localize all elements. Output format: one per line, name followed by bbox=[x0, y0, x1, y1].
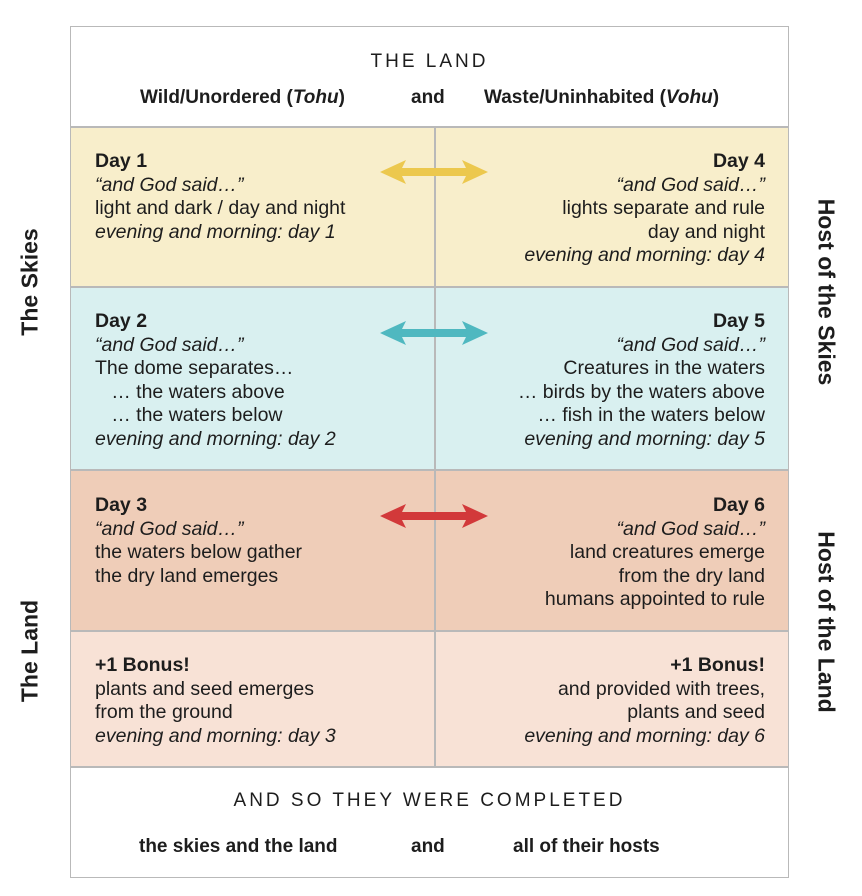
day4-line: day and night bbox=[647, 220, 765, 243]
day2-said: “and God said…” bbox=[95, 333, 244, 356]
double-arrow-icon bbox=[380, 321, 488, 345]
day3-said: “and God said…” bbox=[95, 517, 244, 540]
header-left-label: Wild/Unordered (Tohu) bbox=[140, 87, 345, 108]
divider bbox=[71, 766, 788, 768]
row-day3-day6 bbox=[71, 470, 788, 630]
bonus-left-cell: +1 Bonus! plants and seed emerges from t… bbox=[95, 654, 336, 748]
bonus-right-cell: +1 Bonus! and provided with trees, plant… bbox=[524, 654, 765, 748]
day1-said: “and God said…” bbox=[95, 173, 244, 196]
day4-said: “and God said…” bbox=[616, 173, 766, 196]
double-arrow-icon bbox=[380, 160, 488, 184]
bonus-right-line: plants and seed bbox=[627, 701, 765, 724]
day6-heading: Day 6 bbox=[712, 494, 765, 516]
side-label-the-land: The Land bbox=[16, 599, 43, 703]
bonus-left-heading: +1 Bonus! bbox=[95, 654, 190, 676]
day2-heading: Day 2 bbox=[95, 310, 148, 332]
footer-left-label: the skies and the land bbox=[139, 836, 338, 857]
divider bbox=[71, 469, 788, 471]
day3-heading: Day 3 bbox=[95, 494, 148, 516]
day2-line: … the waters above bbox=[95, 380, 285, 403]
side-label-host-of-the-skies: Host of the Skies bbox=[813, 198, 840, 386]
day4-heading: Day 4 bbox=[712, 150, 765, 172]
day5-line: … fish in the waters below bbox=[537, 404, 765, 427]
day1-line: light and dark / day and night bbox=[95, 197, 346, 220]
day4-cell: Day 4 “and God said…” lights separate an… bbox=[524, 150, 765, 268]
bonus-right-heading: +1 Bonus! bbox=[670, 654, 765, 676]
header-connector: and bbox=[411, 87, 445, 108]
double-arrow-icon bbox=[380, 504, 488, 528]
day4-closing: evening and morning: day 4 bbox=[524, 244, 765, 267]
header-title: THE LAND bbox=[370, 51, 489, 72]
day2-line: … the waters below bbox=[95, 404, 283, 427]
side-label-host-of-the-land: Host of the Land bbox=[813, 531, 840, 713]
day6-said: “and God said…” bbox=[616, 517, 766, 540]
center-divider bbox=[434, 127, 436, 766]
header-right-label: Waste/Uninhabited (Vohu) bbox=[484, 87, 720, 108]
diagram-frame bbox=[70, 26, 789, 878]
divider bbox=[71, 630, 788, 632]
day4-line: lights separate and rule bbox=[562, 197, 765, 220]
side-label-the-skies: The Skies bbox=[16, 228, 43, 336]
day3-cell: Day 3 “and God said…” the waters below g… bbox=[95, 494, 302, 588]
day6-line: land creatures emerge bbox=[569, 541, 765, 564]
day5-closing: evening and morning: day 5 bbox=[524, 427, 765, 450]
day1-heading: Day 1 bbox=[95, 150, 148, 172]
day5-line: Creatures in the waters bbox=[563, 357, 765, 380]
day5-cell: Day 5 “and God said…” Creatures in the w… bbox=[518, 310, 765, 452]
day2-cell: Day 2 “and God said…” The dome separates… bbox=[95, 310, 336, 452]
footer-connector: and bbox=[411, 836, 445, 857]
bonus-right-line: and provided with trees, bbox=[557, 677, 765, 700]
day6-line: from the dry land bbox=[618, 564, 765, 587]
footer-right-label: all of their hosts bbox=[513, 836, 660, 857]
divider bbox=[71, 286, 788, 288]
bonus-left-closing: evening and morning: day 3 bbox=[95, 724, 336, 747]
header: THE LAND Wild/Unordered (Tohu) and Waste… bbox=[71, 27, 788, 126]
footer-title: AND SO THEY WERE COMPLETED bbox=[233, 790, 626, 811]
day6-line: humans appointed to rule bbox=[544, 588, 765, 611]
day1-cell: Day 1 “and God said…” light and dark / d… bbox=[95, 150, 345, 244]
divider bbox=[71, 126, 788, 128]
row-bonus bbox=[71, 631, 788, 766]
day3-line: the waters below gather bbox=[95, 541, 303, 564]
row-day1-day4 bbox=[71, 127, 788, 286]
bonus-left-line: from the ground bbox=[95, 701, 233, 724]
day2-closing: evening and morning: day 2 bbox=[95, 427, 336, 450]
day5-said: “and God said…” bbox=[616, 333, 766, 356]
day5-heading: Day 5 bbox=[712, 310, 765, 332]
day6-cell: Day 6 “and God said…” land creatures eme… bbox=[545, 494, 765, 612]
day2-line: The dome separates… bbox=[95, 357, 294, 380]
day1-closing: evening and morning: day 1 bbox=[95, 220, 336, 243]
bonus-left-line: plants and seed emerges bbox=[95, 677, 314, 700]
day5-line: … birds by the waters above bbox=[517, 380, 765, 403]
bonus-right-closing: evening and morning: day 6 bbox=[524, 724, 765, 747]
row-day2-day5 bbox=[71, 287, 788, 469]
day3-line: the dry land emerges bbox=[95, 564, 279, 587]
